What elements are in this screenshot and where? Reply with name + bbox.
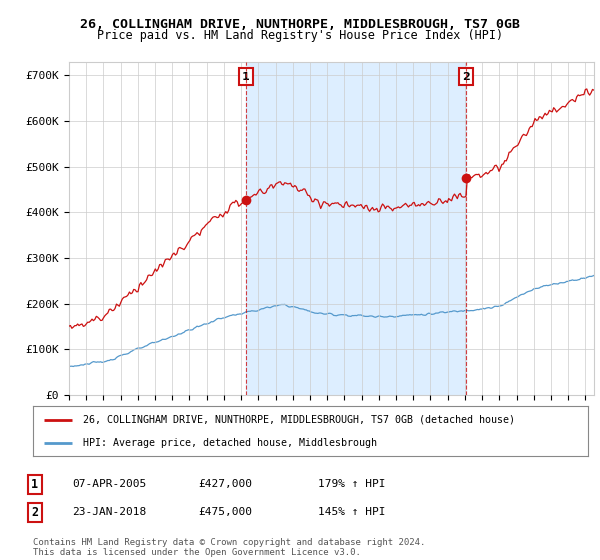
Text: HPI: Average price, detached house, Middlesbrough: HPI: Average price, detached house, Midd… [83,438,377,448]
Text: £475,000: £475,000 [198,507,252,517]
Text: 1: 1 [242,72,250,82]
Text: Contains HM Land Registry data © Crown copyright and database right 2024.
This d: Contains HM Land Registry data © Crown c… [33,538,425,557]
Text: 23-JAN-2018: 23-JAN-2018 [72,507,146,517]
Text: 26, COLLINGHAM DRIVE, NUNTHORPE, MIDDLESBROUGH, TS7 0GB (detached house): 26, COLLINGHAM DRIVE, NUNTHORPE, MIDDLES… [83,414,515,424]
Text: Price paid vs. HM Land Registry's House Price Index (HPI): Price paid vs. HM Land Registry's House … [97,29,503,42]
Text: 2: 2 [462,72,470,82]
Text: 145% ↑ HPI: 145% ↑ HPI [318,507,386,517]
Bar [246,62,466,395]
Text: 07-APR-2005: 07-APR-2005 [72,479,146,489]
Text: 179% ↑ HPI: 179% ↑ HPI [318,479,386,489]
Text: 2: 2 [31,506,38,519]
Text: £427,000: £427,000 [198,479,252,489]
Text: 1: 1 [31,478,38,491]
Text: 26, COLLINGHAM DRIVE, NUNTHORPE, MIDDLESBROUGH, TS7 0GB: 26, COLLINGHAM DRIVE, NUNTHORPE, MIDDLES… [80,18,520,31]
